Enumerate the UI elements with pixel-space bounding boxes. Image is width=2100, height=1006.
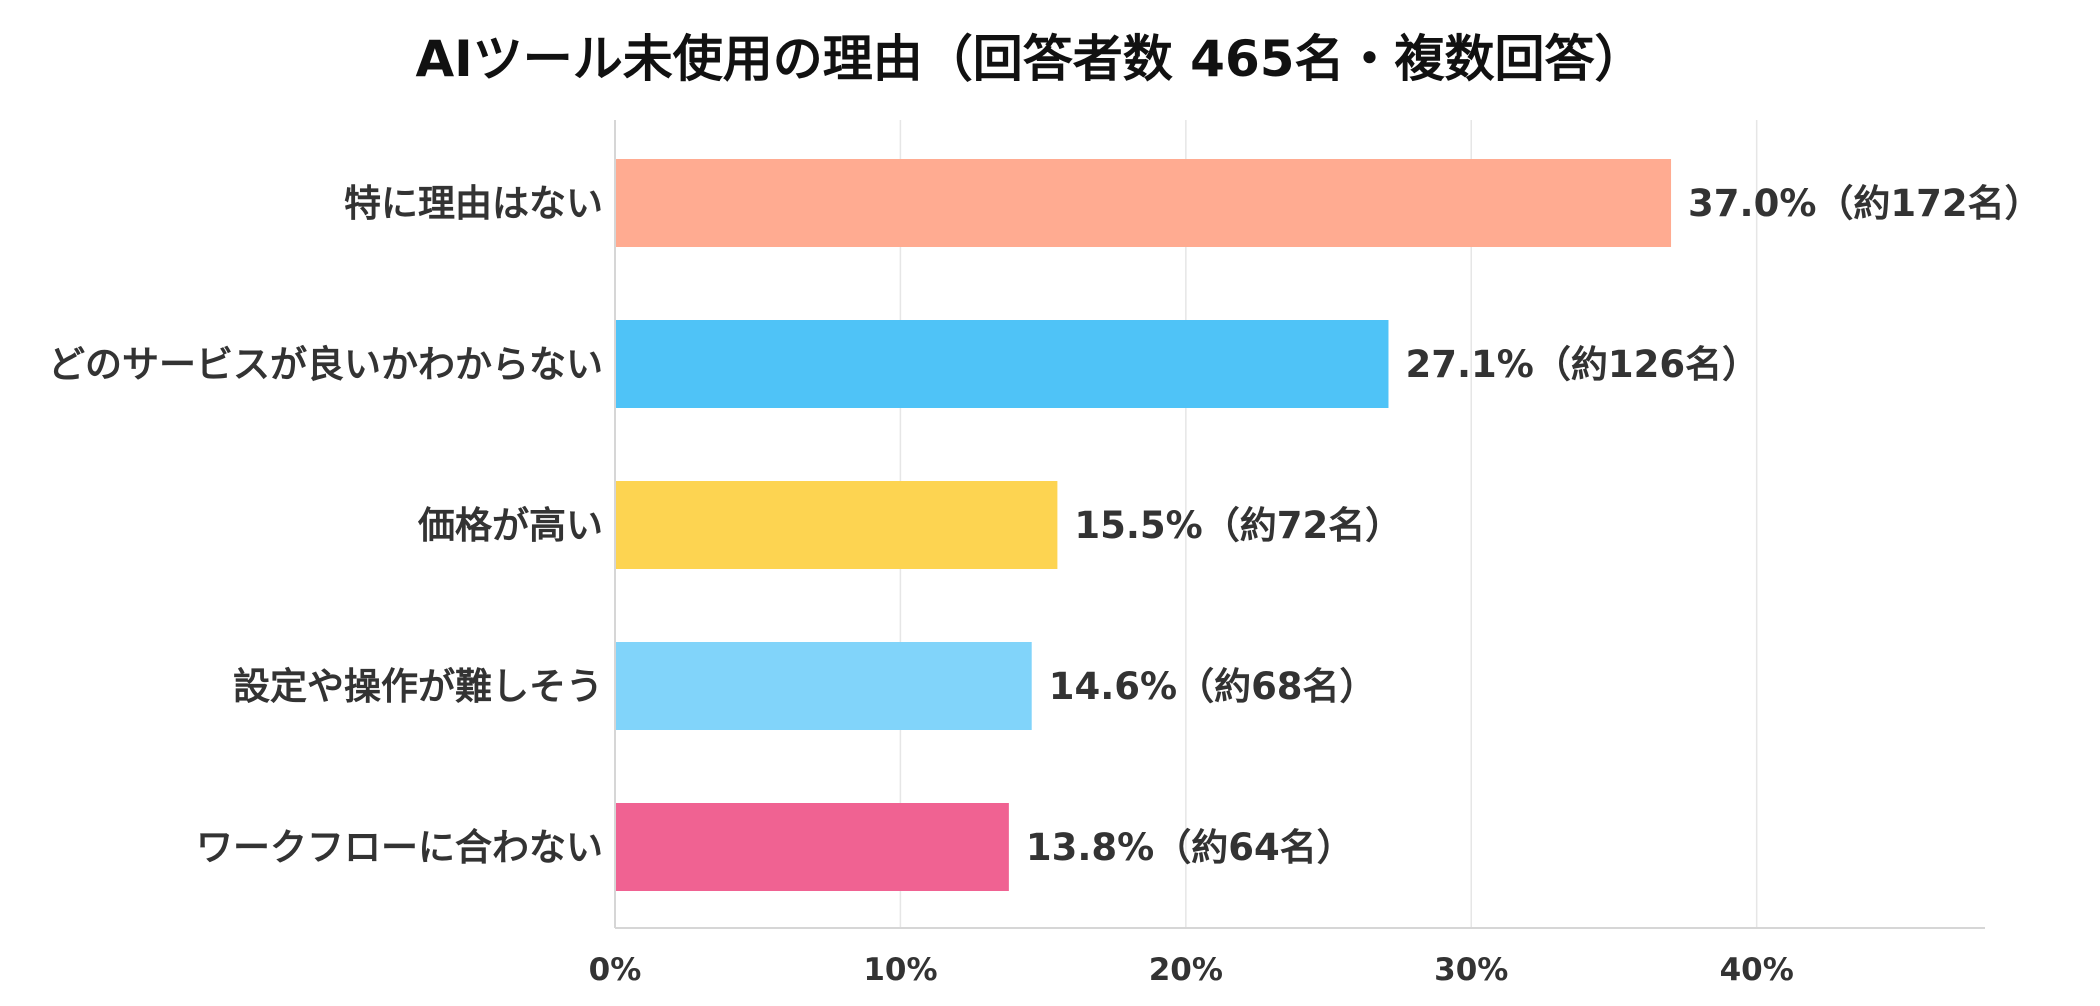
data-label: 15.5%（約72名） (1074, 504, 1402, 547)
bar (615, 481, 1058, 569)
category-label: 価格が高い (417, 504, 603, 547)
bar (615, 159, 1672, 247)
chart-title: AIツール未使用の理由（回答者数 465名・複数回答） (415, 30, 1644, 88)
data-label: 27.1%（約126名） (1405, 343, 1759, 386)
labels: 0% 10% 20% 30% 40% 特に理由はない 37.0%（約172名） どのサービスが… (48, 182, 2042, 988)
axes (614, 120, 1985, 929)
x-tick-label: 10% (863, 952, 937, 988)
data-label: 13.8%（約64名） (1026, 826, 1354, 869)
bars (615, 159, 1672, 891)
x-tick-label: 30% (1434, 952, 1508, 988)
x-tick-label: 0% (589, 952, 642, 988)
x-tick-label: 20% (1149, 952, 1223, 988)
bar (615, 642, 1032, 730)
data-label: 37.0%（約172名） (1688, 182, 2042, 225)
category-label: どのサービスが良いかわからない (48, 343, 603, 386)
bar (615, 320, 1389, 408)
data-label: 14.6%（約68名） (1049, 665, 1377, 708)
bar (615, 803, 1009, 891)
category-label: 設定や操作が難しそう (233, 665, 603, 708)
x-tick-label: 40% (1720, 952, 1794, 988)
category-label: ワークフローに合わない (196, 826, 603, 869)
category-label: 特に理由はない (344, 182, 603, 225)
